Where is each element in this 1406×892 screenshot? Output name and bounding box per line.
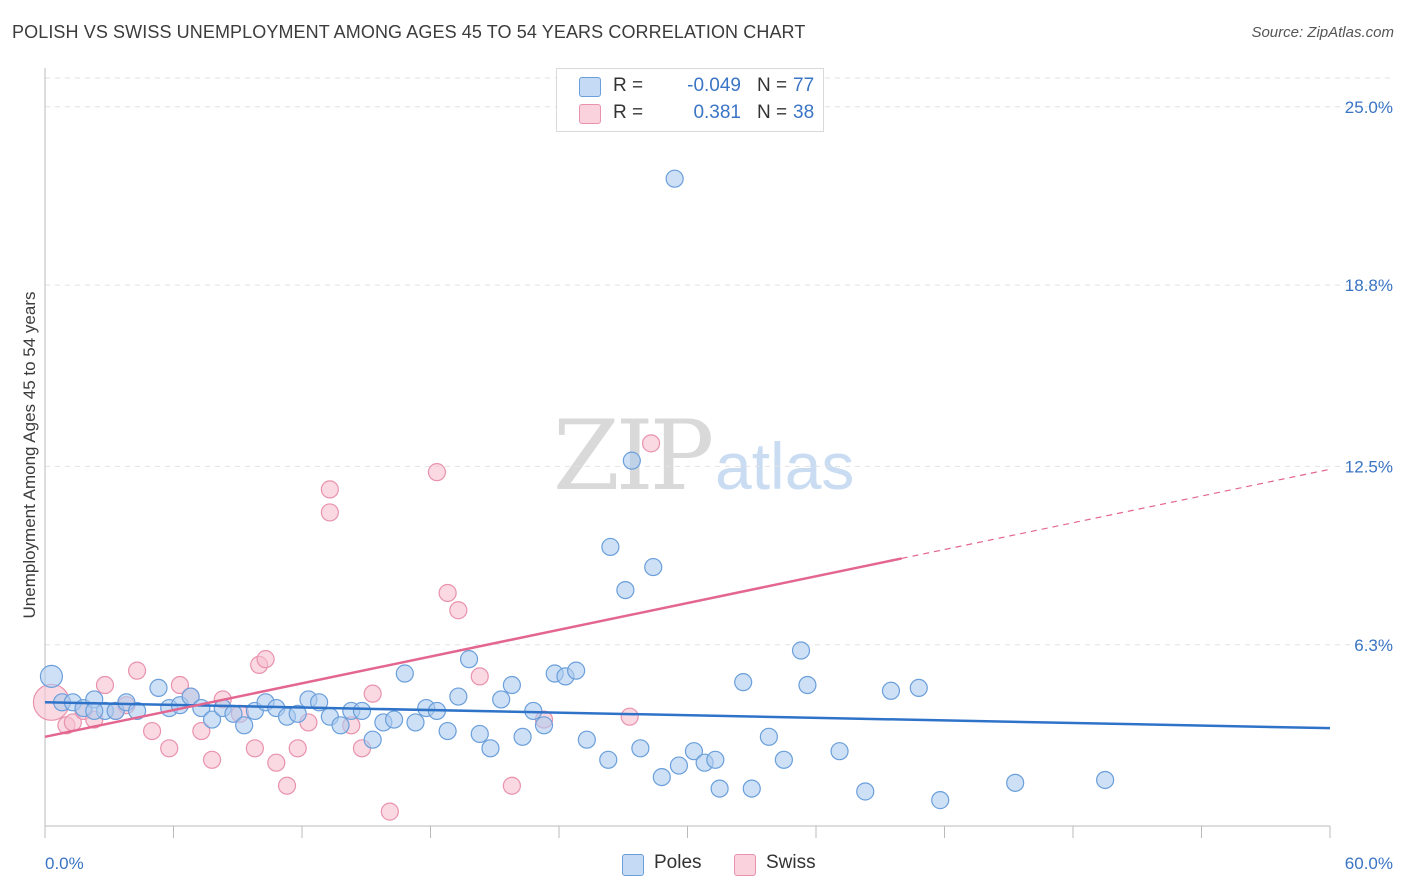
poles-point <box>363 730 382 749</box>
correlation-legend: R = -0.049 N = 77 R = 0.381 N = 38 <box>556 68 824 132</box>
poles-point <box>384 710 404 729</box>
poles-point <box>567 661 586 680</box>
swiss-point <box>288 739 307 758</box>
poles-point <box>534 716 554 735</box>
poles-point <box>684 742 704 761</box>
poles-swatch <box>579 77 601 97</box>
poles-point <box>449 687 468 706</box>
poles-point <box>652 767 671 787</box>
poles-point <box>931 791 950 810</box>
poles-point <box>127 701 147 721</box>
poles-point <box>85 701 104 721</box>
poles-point <box>710 779 729 798</box>
bottom-swiss-swatch <box>734 854 756 876</box>
bottom-poles-label: Poles <box>654 852 702 873</box>
y-tick-label: 18.8% <box>1345 276 1393 295</box>
poles-point <box>791 641 811 660</box>
poles-point <box>470 724 489 744</box>
source-note: Source: ZipAtlas.com <box>1251 24 1394 41</box>
poles-point <box>1096 770 1115 790</box>
poles-point <box>881 681 901 700</box>
poles-n-value: 77 <box>793 75 815 96</box>
poles-trend-line <box>44 701 1331 730</box>
poles-point <box>502 675 521 695</box>
poles-point <box>774 750 793 769</box>
poles-point <box>1006 773 1025 792</box>
y-tick-label: 6.3% <box>1354 636 1393 655</box>
bottom-poles-swatch <box>622 854 644 876</box>
swiss-point <box>160 739 179 758</box>
x-tick-label-max: 60.0% <box>1345 854 1393 873</box>
poles-point <box>830 742 849 761</box>
poles-point <box>798 675 817 695</box>
poles-point <box>599 750 618 769</box>
swiss-point <box>277 776 297 795</box>
poles-r-label: R = <box>613 75 644 96</box>
bottom-swiss-label: Swiss <box>766 852 816 873</box>
poles-point <box>759 727 778 746</box>
x-tick-label-min: 0.0% <box>45 854 84 873</box>
swiss-point <box>202 750 222 769</box>
poles-point <box>288 704 307 723</box>
poles-point <box>669 756 689 775</box>
swiss-point <box>620 707 639 726</box>
poles-point <box>202 710 222 729</box>
poles-point <box>352 701 372 721</box>
swiss-n-value: 38 <box>793 102 815 123</box>
swiss-point <box>256 650 275 669</box>
swiss-point <box>320 480 339 499</box>
poles-point <box>513 727 532 746</box>
poles-point <box>39 664 64 689</box>
y-tick-label: 25.0% <box>1345 98 1393 117</box>
poles-point <box>665 169 684 188</box>
swiss-point <box>438 583 457 603</box>
poles-point <box>601 537 620 557</box>
swiss-r-value: 0.381 <box>693 102 741 123</box>
swiss-point <box>320 503 339 522</box>
swiss-point <box>192 721 211 741</box>
swiss-point <box>449 601 468 620</box>
poles-point <box>395 664 414 683</box>
swiss-point <box>127 661 147 680</box>
swiss-point <box>267 753 286 772</box>
swiss-point <box>95 675 115 695</box>
swiss-trend-line <box>44 557 902 739</box>
poles-point <box>622 451 641 470</box>
swiss-r-label: R = <box>613 102 644 123</box>
swiss-point <box>470 667 489 686</box>
poles-point <box>459 650 479 669</box>
poles-point <box>577 730 596 749</box>
poles-point <box>481 739 500 758</box>
swiss-point <box>245 739 264 758</box>
y-tick-label: 12.5% <box>1345 457 1393 476</box>
poles-point <box>631 739 650 758</box>
swiss-point <box>502 776 521 795</box>
poles-point <box>644 557 663 577</box>
swiss-n-label: N = <box>757 102 788 123</box>
poles-point <box>235 716 254 735</box>
poles-point <box>406 713 425 732</box>
chart-title: POLISH VS SWISS UNEMPLOYMENT AMONG AGES … <box>12 22 806 42</box>
swiss-point <box>363 684 382 703</box>
poles-point <box>706 750 725 769</box>
poles-n-label: N = <box>757 75 788 96</box>
swiss-point <box>380 802 399 821</box>
swiss-point <box>142 721 162 741</box>
swiss-point <box>641 434 661 453</box>
poles-point <box>742 779 761 798</box>
poles-point <box>492 690 511 709</box>
poles-point <box>616 580 635 600</box>
swiss-point <box>427 463 447 482</box>
swiss-trend-extension <box>901 468 1331 560</box>
swiss-point <box>170 675 190 695</box>
poles-point <box>149 678 168 698</box>
poles-point <box>909 678 928 698</box>
poles-point <box>734 673 753 692</box>
poles-point <box>331 716 350 735</box>
poles-point <box>438 721 457 741</box>
swiss-swatch <box>579 104 601 124</box>
poles-r-value: -0.049 <box>687 75 741 96</box>
poles-point <box>856 782 875 801</box>
